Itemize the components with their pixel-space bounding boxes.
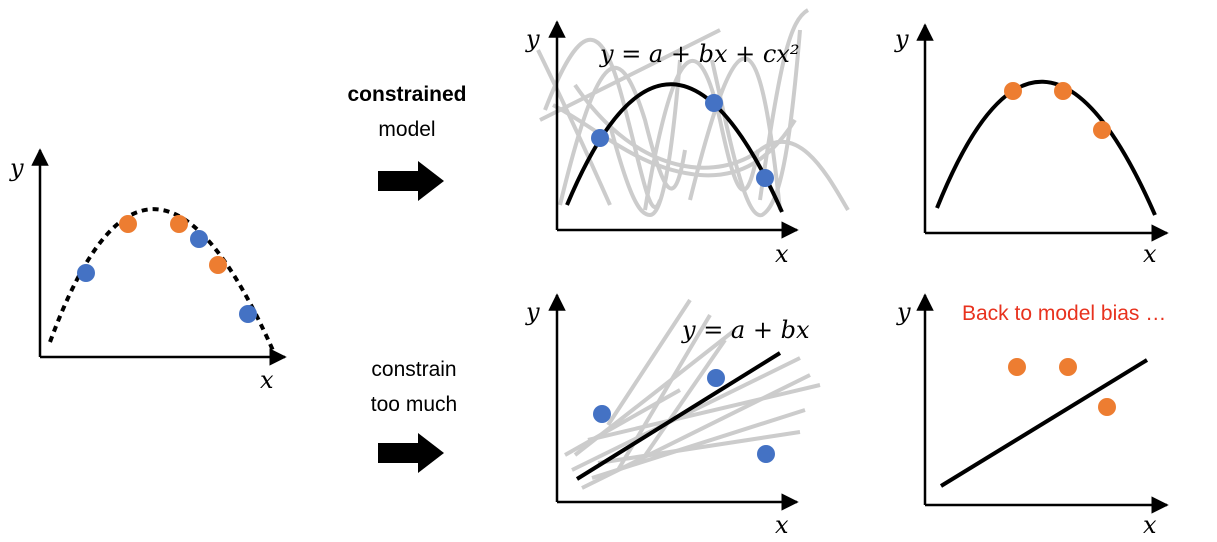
data-point-orange bbox=[1008, 358, 1026, 376]
data-point-orange bbox=[209, 256, 227, 274]
data-point-blue bbox=[190, 230, 208, 248]
gray-fit-line bbox=[640, 338, 727, 462]
right-arrow-icon bbox=[378, 161, 444, 201]
y-axis-label: y bbox=[525, 25, 540, 53]
data-point-orange bbox=[1098, 398, 1116, 416]
gray-fit-curve bbox=[536, 49, 612, 206]
data-point-orange bbox=[1004, 82, 1022, 100]
fitted-line bbox=[575, 351, 782, 481]
data-point-orange bbox=[1059, 358, 1077, 376]
caption-constrained-bold: constrained bbox=[347, 83, 466, 106]
fitted-quadratic-curve bbox=[935, 79, 1157, 216]
gray-fit-curve bbox=[710, 29, 802, 218]
y-axis-label: y bbox=[525, 298, 540, 326]
caption-constrained: constrained model bbox=[347, 83, 466, 141]
panel-quadratic-blue: y x y = a + bx + cx² bbox=[525, 8, 850, 268]
data-point-blue bbox=[591, 129, 609, 147]
gray-fit-line bbox=[606, 298, 692, 427]
gray-fit-curve bbox=[573, 83, 850, 212]
right-arrow-icon bbox=[378, 433, 444, 473]
gray-fit-curve bbox=[688, 56, 782, 211]
data-point-blue bbox=[756, 169, 774, 187]
gray-fit-curve bbox=[552, 103, 797, 178]
y-axis-label: y bbox=[894, 25, 909, 53]
fitted-quadratic-curve bbox=[565, 82, 784, 213]
x-axis-label: x bbox=[775, 240, 789, 268]
data-point-orange bbox=[1054, 82, 1072, 100]
gray-fit-line bbox=[591, 408, 806, 480]
caption-constrain-too-much: constrain too much bbox=[371, 358, 457, 416]
gray-fit-line bbox=[587, 383, 821, 442]
data-point-blue bbox=[705, 94, 723, 112]
data-point-blue bbox=[757, 445, 775, 463]
caption-constrain: constrain bbox=[371, 358, 456, 381]
y-axis-label: y bbox=[9, 154, 24, 182]
x-axis-label: x bbox=[260, 366, 274, 394]
formula-linear: y = a + bx bbox=[681, 316, 810, 344]
data-point-blue bbox=[77, 264, 95, 282]
fitted-line bbox=[939, 358, 1149, 488]
caption-too-much: too much bbox=[371, 393, 457, 416]
formula-quadratic: y = a + bx + cx² bbox=[599, 40, 799, 68]
gray-fit-curve bbox=[539, 28, 721, 122]
panel-true-function: y x bbox=[9, 148, 287, 394]
true-curve-dotted bbox=[48, 207, 277, 356]
panel-linear-orange: y x Back to model bias … bbox=[896, 293, 1169, 539]
panel-quadratic-orange: y x bbox=[894, 23, 1169, 268]
data-point-blue bbox=[593, 405, 611, 423]
gray-fit-line bbox=[597, 430, 801, 465]
data-point-orange bbox=[170, 215, 188, 233]
caption-constrained-model: model bbox=[378, 118, 435, 141]
data-point-orange bbox=[1093, 121, 1111, 139]
data-point-blue bbox=[707, 369, 725, 387]
x-axis-label: x bbox=[775, 511, 789, 539]
gray-fit-curve bbox=[543, 38, 662, 210]
x-axis-label: x bbox=[1143, 240, 1157, 268]
data-point-blue bbox=[239, 305, 257, 323]
gray-fit-line bbox=[564, 388, 681, 457]
x-axis-label: x bbox=[1143, 511, 1157, 539]
y-axis-label: y bbox=[896, 298, 911, 326]
gray-fit-line bbox=[571, 356, 801, 472]
caption-back-to-model-bias: Back to model bias … bbox=[962, 302, 1166, 325]
panel-linear-blue: y x y = a + bx bbox=[525, 293, 821, 539]
gray-fit-curve bbox=[608, 59, 682, 218]
data-point-orange bbox=[119, 215, 137, 233]
gray-fit-lines bbox=[564, 298, 821, 490]
